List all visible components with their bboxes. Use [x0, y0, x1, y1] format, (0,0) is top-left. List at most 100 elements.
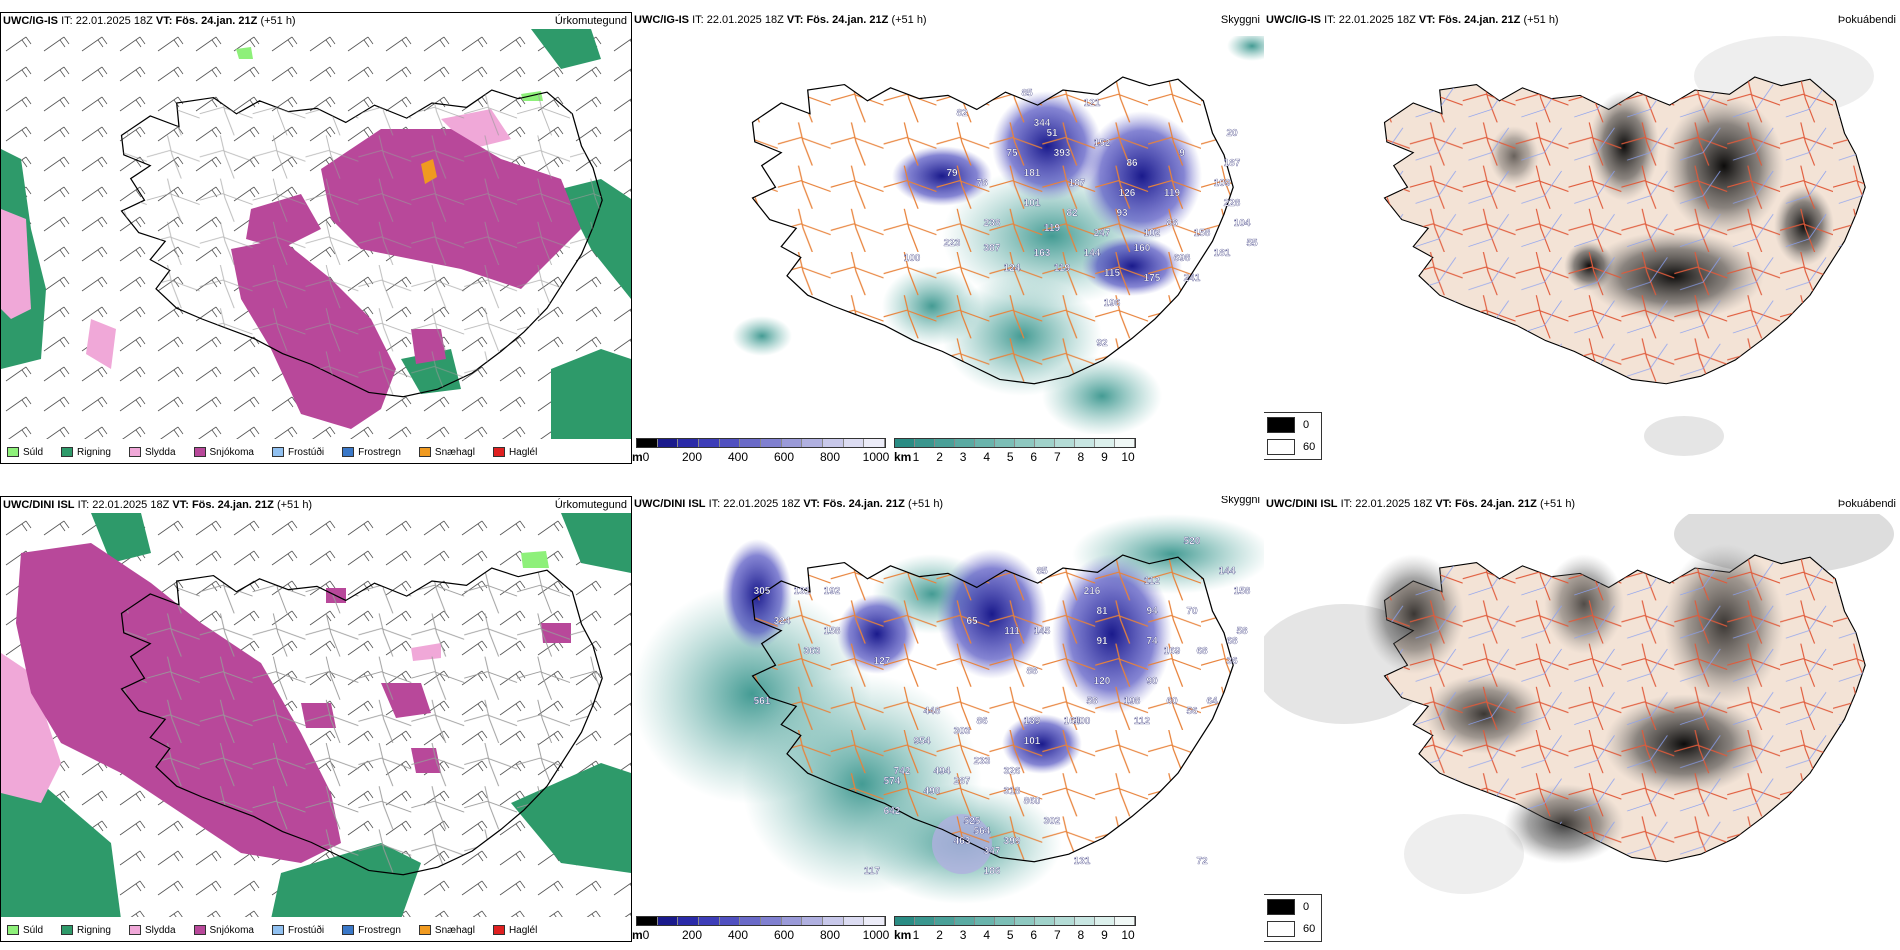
visibility-value-label: 20	[1226, 128, 1238, 139]
fog-legend-item: 60	[1264, 437, 1321, 457]
tick-label: 4	[983, 928, 990, 942]
visibility-value-label: 241	[1184, 273, 1201, 284]
colorbar-swatch	[678, 439, 700, 447]
colorbar-km	[894, 438, 1136, 448]
precip-type-panel-top: UWC/IG-IS IT: 22.01.2025 18Z VT: Fös. 24…	[0, 12, 632, 464]
colorbar-swatch	[761, 439, 782, 447]
fog-map	[1264, 36, 1900, 464]
visibility-value-label: 102	[1144, 228, 1161, 239]
visibility-value-label: 100	[1074, 716, 1091, 727]
visibility-value-label: 70	[1186, 606, 1198, 617]
colorbar-swatch	[1095, 439, 1115, 447]
colorbar-swatch	[995, 439, 1015, 447]
visibility-value-label: 56	[1186, 706, 1198, 717]
visibility-value-label: 100	[904, 253, 921, 264]
visibility-value-label: 164	[1064, 716, 1081, 727]
tick-label: 2	[936, 450, 943, 464]
visibility-value-label: 324	[774, 616, 791, 627]
colorbar-meters	[636, 438, 886, 448]
visibility-value-label: 186	[984, 866, 1001, 877]
tick-label: 8	[1077, 928, 1085, 942]
colorbar-swatch	[864, 439, 886, 447]
visibility-value-label: 954	[914, 736, 931, 747]
visibility-value-label: 642	[884, 806, 901, 817]
colorbar-meters-unit: m	[632, 450, 643, 464]
colorbar-swatch	[802, 439, 824, 447]
visibility-value-label: 169	[1164, 646, 1181, 657]
visibility-value-label: 65	[966, 616, 978, 627]
visibility-value-label: 131	[1074, 856, 1091, 867]
colorbar-swatch	[955, 439, 975, 447]
colorbar-swatch	[1055, 439, 1075, 447]
tick-label: 400	[727, 450, 749, 464]
visibility-value-label: 223	[944, 238, 961, 249]
tick-label: 800	[819, 450, 841, 464]
colorbar-meters-unit: m	[632, 928, 643, 942]
colorbar-swatch	[781, 917, 803, 925]
precip-legend: Súld Rigning Slydda Snjókoma Frostúði Fr…	[1, 919, 631, 941]
visibility-value-label: 187	[1224, 158, 1241, 169]
visibility-value-label: 81	[1096, 606, 1108, 617]
visibility-value-label: 79	[946, 168, 958, 179]
visibility-value-label: 72	[1196, 856, 1208, 867]
colorbar-swatch	[761, 917, 782, 925]
visibility-value-label: 126	[1119, 188, 1136, 199]
drizzle-area	[521, 551, 549, 568]
tick-label: 9	[1101, 450, 1108, 464]
visibility-value-label: 74	[1146, 636, 1158, 647]
colorbar-km-unit: km	[894, 928, 912, 942]
colorbar-swatch	[995, 917, 1015, 925]
visibility-value-label: 326	[1004, 766, 1021, 777]
visibility-value-label: 92	[1096, 338, 1108, 349]
tick-label: 5	[1006, 928, 1014, 942]
visibility-value-label: 119	[1054, 263, 1071, 274]
colorbar-swatch	[975, 917, 995, 925]
visibility-colorbars: m 0 200 400 600 800 1000 km 1 2 3 4 5 6 7 8 9 10	[632, 912, 1264, 942]
visibility-value-label: 86	[1126, 158, 1138, 169]
visibility-value-label: 698	[1174, 253, 1191, 264]
visibility-value-label: 144	[1219, 566, 1236, 577]
panel-header: UWC/DINI ISL IT: 22.01.2025 18Z VT: Fös.…	[1266, 498, 1576, 510]
visibility-value-label: 124	[1004, 263, 1021, 274]
colorbar-swatch	[637, 917, 658, 925]
colorbar-swatch	[719, 917, 741, 925]
fog-legend-item: 60	[1264, 919, 1321, 939]
visibility-value-label: 525	[964, 816, 981, 827]
legend-item-ice-pellets: Snæhagl	[418, 447, 475, 458]
visibility-value-label: 88	[1026, 666, 1038, 677]
legend-item-freezing-rain: Frostregn	[342, 447, 401, 458]
panel-header: UWC/IG-IS IT: 22.01.2025 18Z VT: Fös. 24…	[634, 14, 927, 26]
tick-label: 200	[681, 928, 703, 942]
visibility-value-label: 742	[894, 766, 911, 777]
visibility-value-label: 187	[1069, 178, 1086, 189]
visibility-value-label: 196	[1104, 298, 1121, 309]
visibility-value-label: 494	[934, 766, 951, 777]
panel-title: Skyggni	[1220, 14, 1260, 26]
visibility-value-label: 228	[1224, 198, 1241, 209]
visibility-value-label: 117	[864, 866, 881, 877]
tick-label: 1000	[862, 450, 890, 464]
visibility-value-label: 139	[1024, 716, 1041, 727]
visibility-value-label: 60	[1166, 696, 1178, 707]
fog-map	[1264, 514, 1900, 942]
colorbar-swatch	[895, 917, 915, 925]
visibility-value-label: 112	[1144, 576, 1161, 587]
visibility-value-label: 574	[884, 776, 901, 787]
legend-item-rain: Rigning	[61, 447, 111, 458]
panel-title: Skyggni	[1220, 496, 1260, 506]
visibility-value-label: 287	[954, 776, 971, 787]
visibility-value-label: 160	[1134, 243, 1151, 254]
colorbar-swatch	[843, 439, 865, 447]
visibility-value-label: 158	[1234, 586, 1251, 597]
colorbar-swatch	[1015, 917, 1035, 925]
visibility-value-label: 463	[954, 836, 971, 847]
colorbar-swatch	[781, 439, 803, 447]
colorbar-meters	[636, 916, 886, 926]
visibility-value-label: 233	[974, 756, 991, 767]
visibility-value-label: 68	[1196, 646, 1208, 657]
fog-legend: 0 60	[1264, 894, 1322, 942]
visibility-value-label: 145	[1034, 626, 1051, 637]
visibility-value-label: 198	[1124, 696, 1141, 707]
visibility-value-label: 101	[1024, 736, 1041, 747]
panel-title: Þokuábendi	[1837, 14, 1896, 26]
